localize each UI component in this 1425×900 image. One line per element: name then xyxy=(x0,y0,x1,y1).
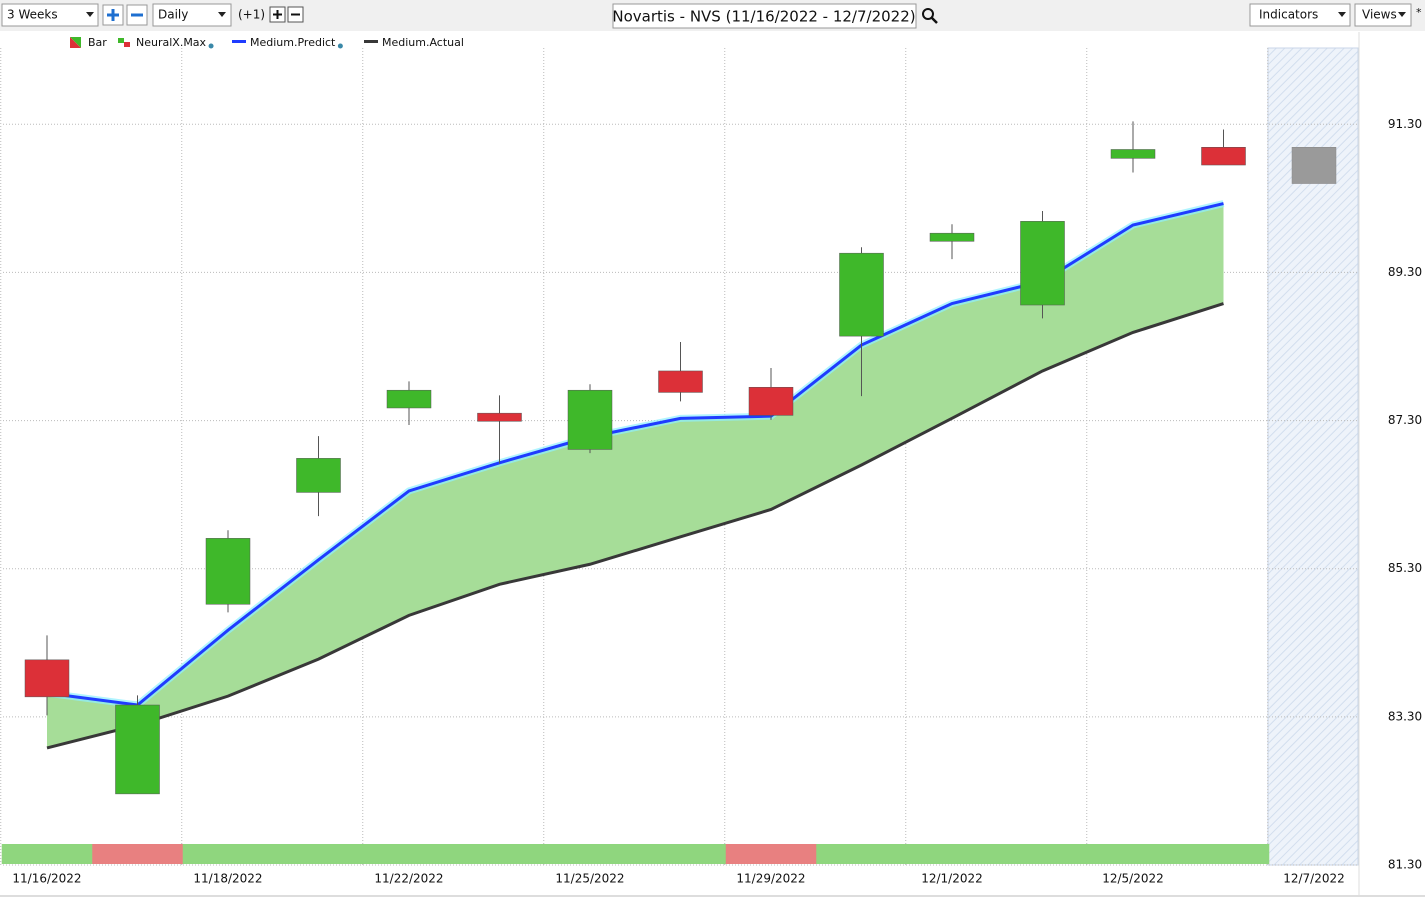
y-tick-label: 91.30 xyxy=(1388,117,1422,131)
legend-dot xyxy=(208,43,214,49)
signal-cell xyxy=(635,844,727,864)
range-label: 3 Weeks xyxy=(7,8,58,22)
interval-dropdown[interactable] xyxy=(152,3,232,27)
candle-body xyxy=(929,232,975,242)
signal-cell xyxy=(273,844,365,864)
signal-cell xyxy=(1,844,93,864)
signal-cell xyxy=(997,844,1089,864)
dropdown-arrow xyxy=(86,12,94,17)
legend-label: Medium.Actual xyxy=(382,36,464,49)
signal-cell xyxy=(182,844,274,864)
chart-title: Novartis - NVS (11/16/2022 - 12/7/2022) xyxy=(612,8,915,26)
line xyxy=(46,302,1224,750)
plus-icon xyxy=(107,9,119,21)
candle-body xyxy=(477,412,522,422)
legend-label: Medium.Predict xyxy=(250,36,336,49)
signal-cell xyxy=(725,844,817,864)
x-tick-label: 11/25/2022 xyxy=(555,872,624,886)
views-marker: * xyxy=(1416,6,1422,19)
x-tick-label: 12/1/2022 xyxy=(921,872,983,886)
candle-body xyxy=(386,389,432,409)
candle-body xyxy=(1201,147,1246,166)
views-dropdown[interactable] xyxy=(1354,3,1412,27)
y-tick-label: 85.30 xyxy=(1388,561,1422,575)
candle-body xyxy=(748,386,794,416)
candle-body xyxy=(1020,221,1065,306)
legend-icon xyxy=(124,42,130,47)
y-tick-label: 81.30 xyxy=(1388,858,1422,872)
x-tick-label: 11/29/2022 xyxy=(736,872,805,886)
x-tick-label: 12/5/2022 xyxy=(1102,872,1164,886)
x-tick-label: 12/7/2022 xyxy=(1283,872,1345,886)
signal-cell xyxy=(816,844,908,864)
signal-cell xyxy=(1087,844,1179,864)
search-icon[interactable] xyxy=(922,8,934,20)
legend-icon xyxy=(232,40,246,43)
candle-body xyxy=(567,389,613,450)
signal-cell xyxy=(363,844,455,864)
candle-body xyxy=(205,538,251,605)
indicators-label: Indicators xyxy=(1259,8,1318,22)
legend-icon xyxy=(118,38,124,43)
indicators-dropdown[interactable] xyxy=(1249,3,1351,27)
signal-cell xyxy=(906,844,998,864)
signal-cell xyxy=(454,844,546,864)
candle-body xyxy=(1110,149,1156,159)
dropdown-arrow xyxy=(1338,12,1346,17)
y-tick-label: 89.30 xyxy=(1388,265,1422,279)
signal-cell xyxy=(544,844,636,864)
search-icon-handle xyxy=(931,17,938,24)
x-tick-label: 11/18/2022 xyxy=(193,872,262,886)
forecast-body xyxy=(1291,147,1337,184)
band-fill xyxy=(47,203,1224,748)
x-tick-label: 11/22/2022 xyxy=(374,872,443,886)
plus-icon xyxy=(273,10,282,19)
candle-body xyxy=(658,370,703,393)
dropdown-arrow xyxy=(218,12,226,17)
dropdown-arrow xyxy=(1398,12,1406,17)
legend-icon xyxy=(364,40,378,43)
legend-dot xyxy=(337,43,343,49)
legend-label: NeuralX.Max xyxy=(136,36,207,49)
views-label: Views xyxy=(1362,8,1397,22)
candle-body xyxy=(115,704,160,795)
y-tick-label: 87.30 xyxy=(1388,413,1422,427)
signal-cell xyxy=(92,844,184,864)
y-tick-label: 83.30 xyxy=(1388,709,1422,723)
interval-label: Daily xyxy=(158,8,188,22)
legend-icon xyxy=(70,37,81,48)
symbol-box[interactable] xyxy=(612,3,917,29)
candle-body xyxy=(839,252,884,337)
candle-body xyxy=(296,458,341,493)
range-dropdown[interactable] xyxy=(1,3,99,27)
candle-body xyxy=(24,659,70,698)
x-tick-label: 11/16/2022 xyxy=(12,872,81,886)
legend-label: Bar xyxy=(88,36,107,49)
signal-cell xyxy=(1178,844,1270,864)
offset-label: (+1) xyxy=(238,8,265,22)
